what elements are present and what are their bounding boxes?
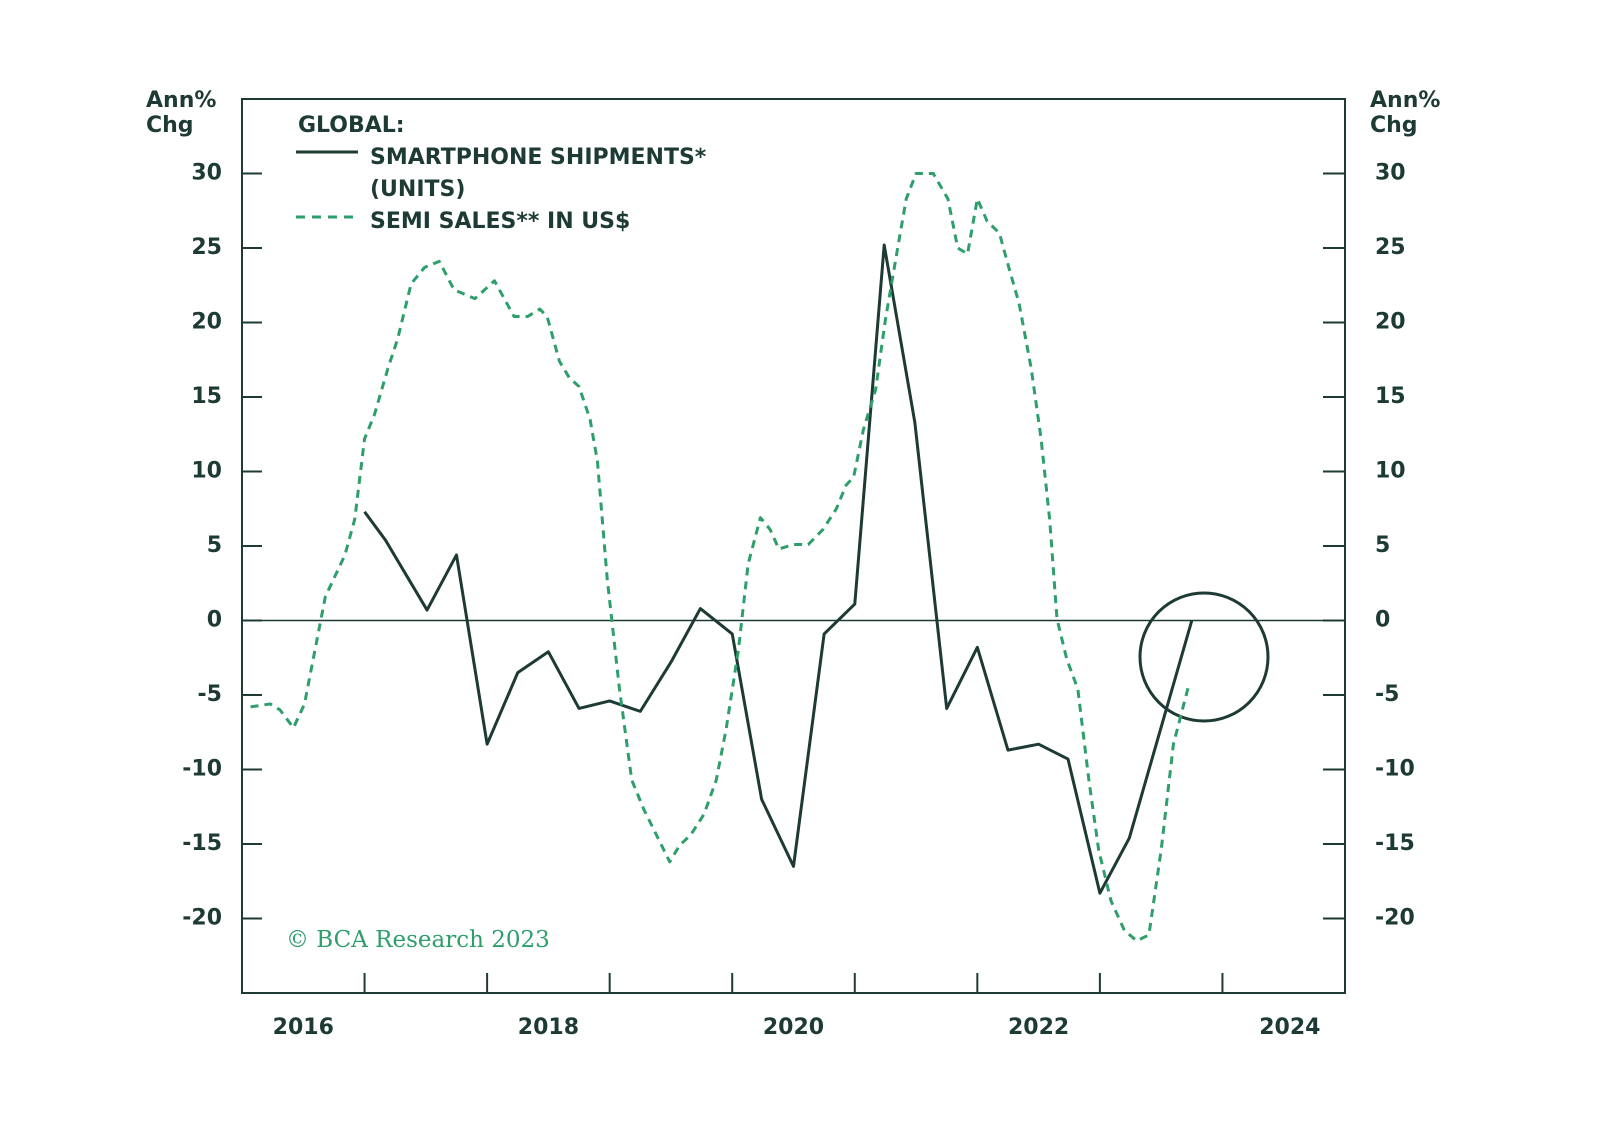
- y2-tick-label: -20: [1375, 906, 1415, 931]
- y2-tick-label: 10: [1375, 459, 1406, 484]
- x-tick-label: 2016: [273, 1015, 334, 1040]
- y2-tick-label: 20: [1375, 310, 1406, 335]
- y-tick-label: -10: [182, 757, 222, 782]
- y-tick-label: 30: [191, 161, 222, 186]
- y2-tick-label: -5: [1375, 682, 1399, 707]
- x-tick-label: 2020: [763, 1015, 824, 1040]
- legend-entry: SMARTPHONE SHIPMENTS* (UNITS): [370, 145, 707, 202]
- y-tick-label: 15: [191, 384, 222, 409]
- y2-tick-label: 25: [1375, 235, 1406, 260]
- y-tick-label: 25: [191, 235, 222, 260]
- y-tick-label: 0: [207, 608, 222, 633]
- y-tick-label: 5: [207, 533, 222, 558]
- y-tick-label: -20: [182, 906, 222, 931]
- legend-title: GLOBAL:: [298, 113, 405, 138]
- y2-tick-label: 5: [1375, 533, 1390, 558]
- y-tick-label: 10: [191, 459, 222, 484]
- highlight-circle: [1138, 591, 1270, 723]
- y-tick-label: -5: [198, 682, 222, 707]
- x-tick-label: 2018: [518, 1015, 579, 1040]
- series-line: [250, 172, 1190, 943]
- y2-tick-label: 30: [1375, 161, 1406, 186]
- y2-tick-label: 15: [1375, 384, 1406, 409]
- y-axis-label: Ann% Chg: [146, 88, 217, 138]
- y2-axis-label: Ann% Chg: [1370, 88, 1441, 138]
- y2-tick-label: -15: [1375, 831, 1415, 856]
- y2-tick-label: 0: [1375, 608, 1390, 633]
- x-tick-label: 2024: [1259, 1015, 1320, 1040]
- legend-entry: SEMI SALES** IN US$: [370, 209, 631, 234]
- y-tick-label: -15: [182, 831, 222, 856]
- x-tick-label: 2022: [1008, 1015, 1069, 1040]
- y2-tick-label: -10: [1375, 757, 1415, 782]
- y-tick-label: 20: [191, 310, 222, 335]
- source: © BCA Research 2023: [286, 927, 550, 953]
- series-line: [363, 243, 1194, 895]
